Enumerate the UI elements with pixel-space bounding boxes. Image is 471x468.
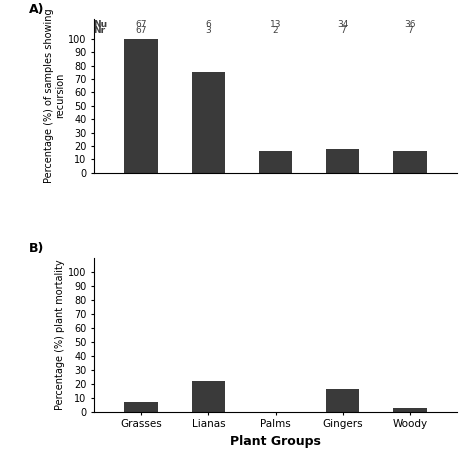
Text: 7: 7: [407, 26, 413, 35]
Text: A): A): [29, 3, 44, 15]
Bar: [192, 381, 225, 412]
Text: 67: 67: [136, 20, 147, 29]
Text: 67: 67: [136, 26, 147, 35]
Text: 13: 13: [270, 20, 281, 29]
X-axis label: Plant Groups: Plant Groups: [230, 435, 321, 448]
Bar: [124, 39, 158, 173]
Bar: [124, 402, 158, 412]
Y-axis label: Percentage (%) plant mortality: Percentage (%) plant mortality: [56, 259, 65, 410]
Text: 6: 6: [205, 20, 211, 29]
Text: 34: 34: [337, 20, 349, 29]
Text: 7: 7: [340, 26, 346, 35]
Y-axis label: Percentage (%) of samples showing
recursion: Percentage (%) of samples showing recurs…: [44, 8, 65, 183]
Bar: [326, 389, 359, 412]
Bar: [393, 152, 427, 173]
Bar: [259, 152, 292, 173]
Text: 36: 36: [404, 20, 415, 29]
Text: Nu: Nu: [93, 20, 107, 29]
Text: 3: 3: [205, 26, 211, 35]
Text: B): B): [29, 241, 44, 255]
Bar: [393, 409, 427, 412]
Text: 2: 2: [273, 26, 278, 35]
Text: Nr: Nr: [93, 26, 105, 35]
Bar: [326, 149, 359, 173]
Bar: [192, 73, 225, 173]
